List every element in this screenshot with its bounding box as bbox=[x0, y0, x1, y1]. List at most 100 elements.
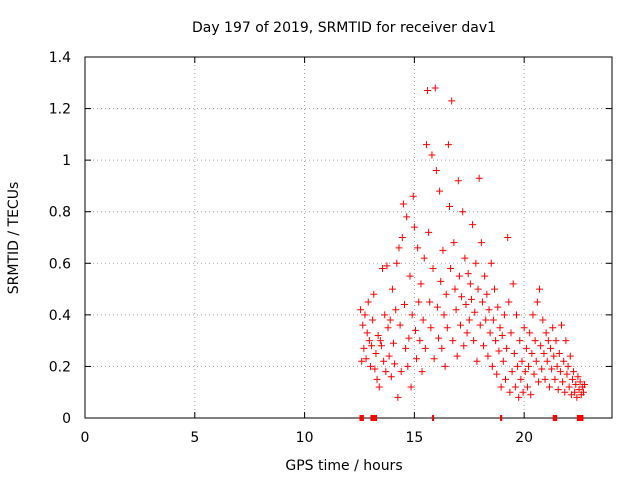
x-tick-label: 5 bbox=[190, 430, 199, 446]
data-points bbox=[357, 84, 589, 401]
data-point bbox=[542, 329, 550, 337]
data-point bbox=[485, 306, 493, 314]
data-point bbox=[527, 391, 535, 399]
data-point bbox=[572, 380, 580, 388]
data-point bbox=[507, 329, 515, 337]
data-point bbox=[510, 350, 518, 358]
data-point bbox=[399, 200, 407, 208]
data-point bbox=[459, 208, 467, 216]
data-point bbox=[371, 365, 379, 373]
data-point bbox=[369, 316, 377, 324]
data-point bbox=[560, 357, 568, 365]
data-point bbox=[566, 352, 574, 360]
data-point bbox=[444, 141, 452, 149]
data-point bbox=[511, 383, 519, 391]
data-point bbox=[404, 362, 412, 370]
y-tick-label: 0.8 bbox=[49, 205, 71, 221]
axis-marker bbox=[576, 415, 584, 421]
data-point bbox=[474, 285, 482, 293]
data-point bbox=[443, 324, 451, 332]
data-point bbox=[493, 370, 501, 378]
data-point bbox=[392, 306, 400, 314]
x-tick-label: 0 bbox=[81, 430, 90, 446]
y-tick-label: 0 bbox=[62, 411, 71, 427]
data-point bbox=[553, 362, 561, 370]
data-point bbox=[372, 350, 380, 358]
data-point bbox=[383, 262, 391, 270]
data-point bbox=[463, 329, 471, 337]
data-point bbox=[488, 362, 496, 370]
data-point bbox=[405, 334, 413, 342]
data-point bbox=[440, 311, 448, 319]
data-point bbox=[500, 311, 508, 319]
data-point bbox=[397, 368, 405, 376]
data-point bbox=[523, 383, 531, 391]
data-point bbox=[538, 365, 546, 373]
data-point bbox=[563, 370, 571, 378]
data-point bbox=[452, 306, 460, 314]
data-point bbox=[382, 368, 390, 376]
data-point bbox=[437, 277, 445, 285]
data-point bbox=[531, 337, 539, 345]
data-point bbox=[504, 234, 512, 241]
data-point bbox=[549, 324, 557, 332]
data-point bbox=[571, 388, 579, 396]
data-point bbox=[384, 324, 392, 332]
data-point bbox=[518, 357, 526, 365]
axis-marker bbox=[370, 415, 378, 421]
data-point bbox=[375, 383, 383, 391]
data-point bbox=[410, 223, 418, 231]
data-point bbox=[534, 378, 542, 386]
data-point bbox=[432, 166, 440, 174]
data-point bbox=[426, 298, 434, 306]
data-point bbox=[467, 295, 475, 303]
data-point bbox=[422, 141, 430, 149]
data-point bbox=[482, 316, 490, 324]
data-point bbox=[438, 344, 446, 352]
data-point bbox=[433, 303, 441, 311]
data-point bbox=[492, 337, 500, 345]
data-point bbox=[413, 355, 421, 363]
data-point bbox=[506, 388, 514, 396]
data-point bbox=[398, 234, 406, 241]
data-point bbox=[505, 298, 513, 306]
data-point bbox=[386, 316, 394, 324]
data-point bbox=[370, 290, 378, 298]
data-point bbox=[547, 344, 555, 352]
data-point bbox=[555, 350, 563, 358]
data-point bbox=[450, 239, 458, 247]
data-point bbox=[359, 321, 367, 329]
data-point bbox=[478, 298, 486, 306]
data-point bbox=[419, 316, 427, 324]
data-point bbox=[496, 324, 504, 332]
data-point bbox=[529, 311, 537, 319]
y-tick-label: 0.4 bbox=[49, 308, 71, 324]
data-point bbox=[537, 342, 545, 350]
data-point bbox=[471, 308, 479, 316]
data-point bbox=[425, 228, 433, 236]
y-tick-label: 1 bbox=[62, 153, 71, 169]
data-point bbox=[416, 337, 424, 345]
data-point bbox=[574, 373, 582, 381]
data-point bbox=[516, 337, 524, 345]
data-point bbox=[402, 344, 410, 352]
data-point bbox=[461, 254, 469, 262]
x-tick-label: 10 bbox=[296, 430, 314, 446]
data-point bbox=[517, 375, 525, 383]
data-point bbox=[406, 272, 414, 280]
data-point bbox=[579, 388, 587, 396]
data-point bbox=[466, 280, 474, 288]
data-point bbox=[497, 383, 505, 391]
data-point bbox=[541, 375, 549, 383]
data-point bbox=[456, 321, 464, 329]
data-point bbox=[499, 357, 507, 365]
data-point bbox=[515, 393, 523, 401]
data-point bbox=[502, 375, 510, 383]
data-point bbox=[414, 244, 422, 252]
data-point bbox=[429, 264, 437, 272]
data-point bbox=[411, 326, 419, 334]
data-point bbox=[408, 311, 416, 319]
data-point bbox=[446, 203, 454, 211]
data-point bbox=[491, 285, 499, 293]
